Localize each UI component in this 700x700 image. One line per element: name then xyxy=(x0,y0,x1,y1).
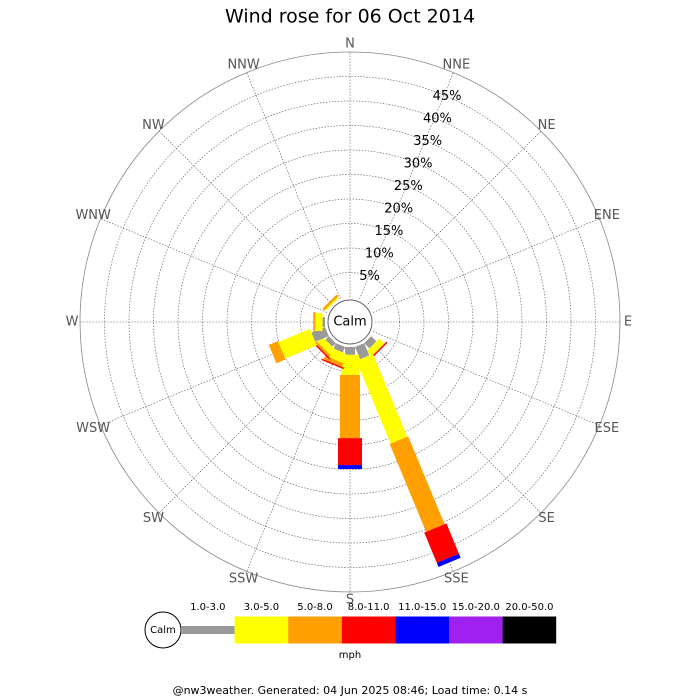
legend-swatch xyxy=(341,616,396,644)
legend-label: 3.0-5.0 xyxy=(244,602,279,613)
direction-label: SE xyxy=(538,511,554,526)
bar-segment xyxy=(356,353,408,444)
spoke xyxy=(246,344,341,572)
legend-swatch xyxy=(395,616,449,644)
direction-label: S xyxy=(346,593,354,608)
bar-segment xyxy=(338,465,362,470)
direction-label: E xyxy=(624,315,632,330)
direction-label: NNE xyxy=(443,58,471,73)
legend-swatch xyxy=(234,616,289,644)
spoke xyxy=(372,331,600,426)
direction-label: NW xyxy=(142,118,165,133)
direction-label: SSE xyxy=(444,571,469,586)
chart-title: Wind rose for 06 Oct 2014 xyxy=(225,6,475,28)
direction-label: NNW xyxy=(227,58,259,73)
bar-segment xyxy=(313,312,316,332)
direction-bar xyxy=(354,343,461,567)
r-tick-label: 25% xyxy=(394,179,423,194)
bar-segment xyxy=(341,354,359,375)
bar-segment xyxy=(315,313,323,331)
r-tick-label: 15% xyxy=(375,224,404,239)
outer-ring xyxy=(79,51,621,593)
bar-segment xyxy=(325,336,336,347)
legend-swatch xyxy=(288,616,342,644)
bar-segment xyxy=(312,341,331,360)
r-tick-label: 30% xyxy=(404,157,433,172)
bar-segment xyxy=(324,296,339,311)
bar-segment xyxy=(322,294,339,311)
spoke xyxy=(100,331,328,426)
legend-label: 1.0-3.0 xyxy=(190,602,225,613)
bar-segment xyxy=(311,326,329,342)
legend-swatch xyxy=(449,616,503,644)
spoke xyxy=(158,339,333,514)
bar-segment xyxy=(268,341,286,364)
spoke xyxy=(367,130,542,305)
r-tick-label: 5% xyxy=(359,269,380,284)
calm-circle xyxy=(327,299,373,345)
spoke xyxy=(372,218,600,313)
direction-label: ESE xyxy=(594,421,619,436)
bar-segment xyxy=(424,523,459,563)
legend-label: 5.0-8.0 xyxy=(297,602,332,613)
direction-bar xyxy=(312,336,336,360)
direction-bar xyxy=(313,312,325,332)
spoke xyxy=(100,218,328,313)
legend-swatch xyxy=(502,616,557,644)
bar-segment xyxy=(364,336,377,349)
r-tick-label: 35% xyxy=(413,134,442,149)
legend-label: 8.0-11.0 xyxy=(348,602,390,613)
r-tick-label: 10% xyxy=(365,247,394,262)
direction-label: WSW xyxy=(76,421,110,436)
direction-bar xyxy=(338,347,362,470)
direction-label: SSW xyxy=(229,571,259,586)
direction-label: ENE xyxy=(594,208,620,223)
direction-label: W xyxy=(66,315,79,330)
bar-segment xyxy=(333,343,346,353)
r-tick-label: 40% xyxy=(423,112,452,127)
spoke xyxy=(367,339,542,514)
calm-label: Calm xyxy=(333,315,366,330)
bar-segment xyxy=(345,347,355,355)
footer: @nw3weather. Generated: 04 Jun 2025 08:4… xyxy=(173,684,528,697)
bar-segment xyxy=(278,328,317,359)
bar-segment xyxy=(436,553,461,567)
direction-label: N xyxy=(345,37,355,52)
bar-segment xyxy=(314,341,331,358)
bar-segment xyxy=(317,336,336,355)
unit-label: mph xyxy=(339,650,361,661)
direction-label: WNW xyxy=(75,208,111,223)
legend-label: 15.0-20.0 xyxy=(452,602,500,613)
direction-label: NE xyxy=(538,118,556,133)
legend-calm-label: Calm xyxy=(150,625,176,636)
bar-segment xyxy=(338,438,362,466)
bar-segment xyxy=(369,341,388,360)
direction-bar xyxy=(364,336,388,360)
legend-label: 20.0-50.0 xyxy=(505,602,553,613)
bar-segment xyxy=(322,317,325,327)
r-tick-label: 45% xyxy=(433,89,462,104)
spoke xyxy=(359,72,454,300)
spoke xyxy=(158,130,333,305)
spoke xyxy=(246,72,341,300)
bar-segment xyxy=(366,338,385,357)
bar-segment xyxy=(340,374,360,439)
legend-swatch xyxy=(181,626,235,634)
direction-bar xyxy=(268,326,329,364)
r-tick-label: 20% xyxy=(384,202,413,217)
bar-segment xyxy=(389,436,445,532)
ring xyxy=(202,174,498,470)
direction-bar xyxy=(322,294,339,311)
direction-label: SW xyxy=(143,511,164,526)
bar-segment xyxy=(321,358,345,370)
legend-label: 11.0-15.0 xyxy=(398,602,446,613)
